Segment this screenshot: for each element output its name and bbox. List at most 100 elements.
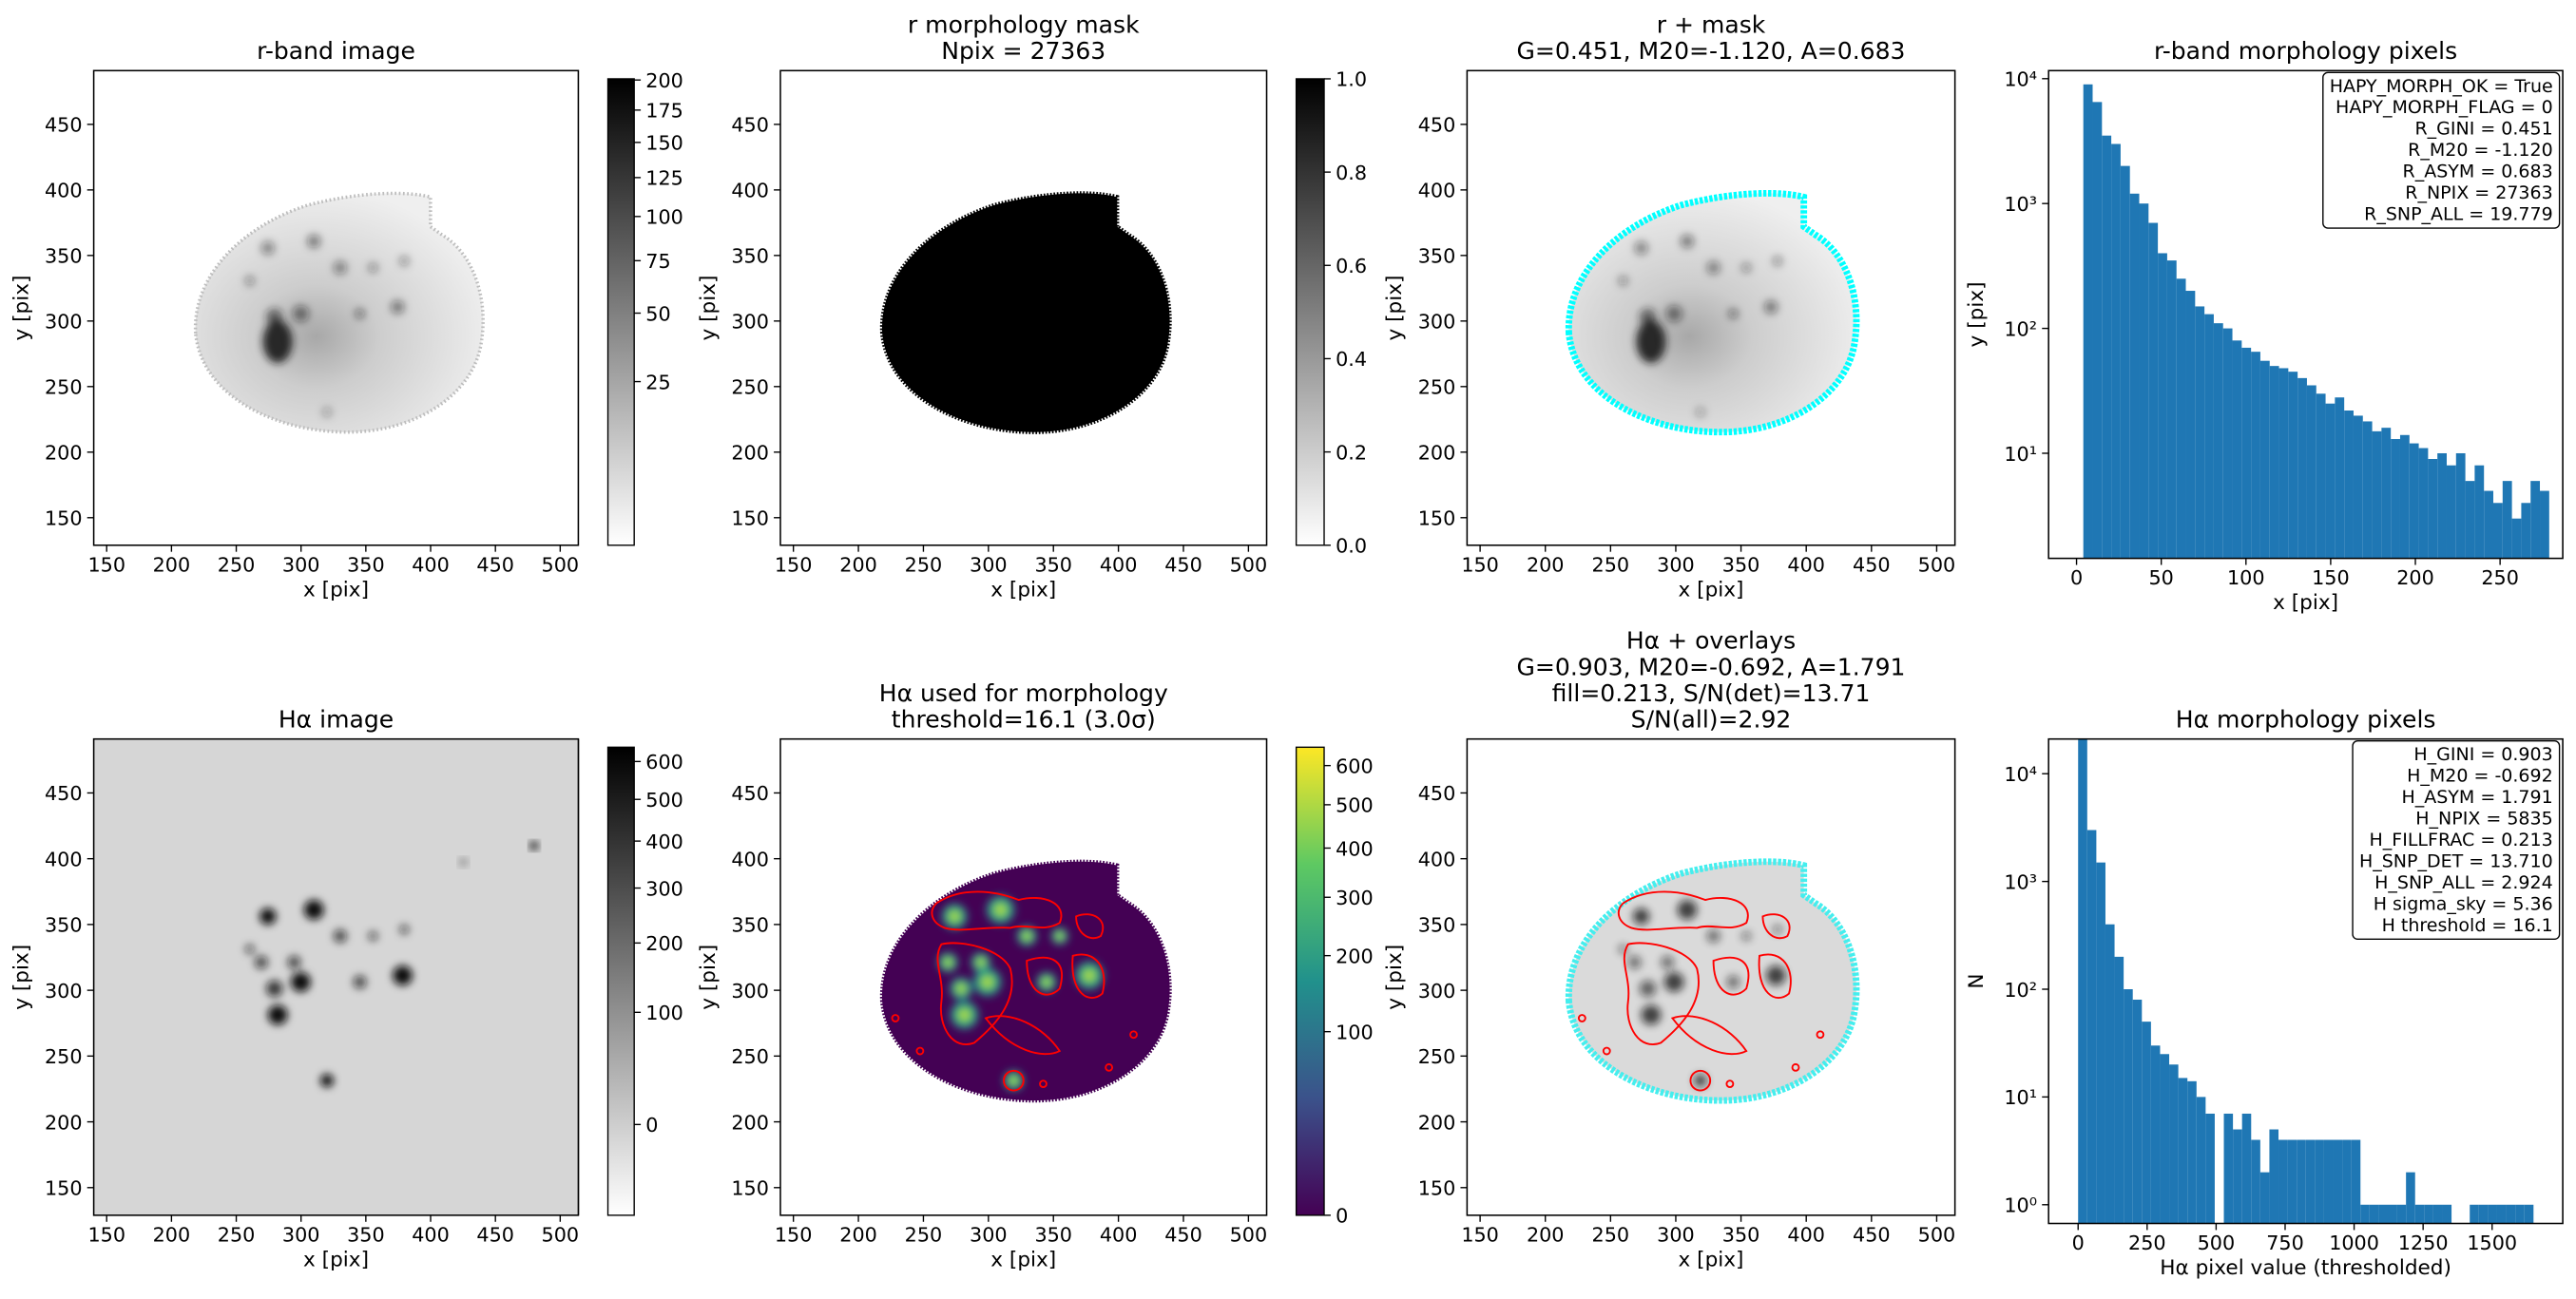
colorbar-tick-label: 0.8 xyxy=(1336,162,1367,184)
y-tick-label: 300 xyxy=(45,311,83,334)
x-tick-label: 500 xyxy=(1918,1224,1956,1247)
y-tick-label: 10¹ xyxy=(2004,1086,2037,1109)
bar xyxy=(2488,1204,2497,1224)
annotation-text: H_NPIX = 5835 xyxy=(2415,809,2552,830)
r-band-image xyxy=(193,191,485,434)
x-tick-label: 150 xyxy=(1461,553,1499,576)
bar xyxy=(2213,323,2223,559)
x-tick-label: 150 xyxy=(2312,566,2350,589)
bar xyxy=(2222,328,2233,559)
colorbar-tick-label: 200 xyxy=(1336,945,1374,967)
bar xyxy=(2111,143,2121,559)
annotation-text: H sigma_sky = 5.36 xyxy=(2374,893,2553,914)
y-tick-label: 150 xyxy=(1418,507,1456,530)
x-axis-label: x [pix] xyxy=(1679,1248,1744,1271)
x-tick-label: 500 xyxy=(542,1224,580,1247)
x-tick-label: 150 xyxy=(1461,1224,1499,1247)
x-tick-label: 500 xyxy=(2198,1232,2236,1254)
bar xyxy=(2344,410,2354,559)
bar xyxy=(2484,490,2494,559)
colorbar-tick-label: 75 xyxy=(645,250,670,273)
x-tick-label: 1000 xyxy=(2329,1232,2379,1254)
bar xyxy=(2396,1204,2407,1224)
colorbar-tick-label: 0.4 xyxy=(1336,348,1367,371)
bar xyxy=(2399,434,2410,559)
x-tick-label: 400 xyxy=(412,1224,450,1247)
bar xyxy=(2158,253,2167,559)
y-tick-label: 10⁰ xyxy=(2004,1194,2037,1217)
bar xyxy=(2150,1045,2161,1224)
x-tick-label: 200 xyxy=(1527,1224,1565,1247)
y-axis-label: y [pix] xyxy=(697,945,721,1010)
x-tick-label: 50 xyxy=(2148,566,2173,589)
y-tick-label: 10⁴ xyxy=(2004,763,2037,786)
bar xyxy=(2196,1097,2206,1224)
bar xyxy=(2530,481,2541,559)
y-tick-label: 250 xyxy=(45,1045,83,1068)
y-tick-label: 10¹ xyxy=(2004,443,2037,466)
bar xyxy=(2205,1113,2215,1224)
chart-title: r + mask xyxy=(1657,11,1766,39)
axes-frame xyxy=(1466,69,1956,546)
axes-frame xyxy=(779,69,1268,546)
annotation-frame xyxy=(2352,740,2561,941)
y-tick-label: 350 xyxy=(1418,914,1456,937)
x-tick-label: 450 xyxy=(1853,1224,1891,1247)
x-tick-label: 450 xyxy=(1853,553,1891,576)
bar xyxy=(2223,1113,2234,1224)
x-tick-label: 300 xyxy=(1657,1224,1695,1247)
annotation-text: H_FILLFRAC = 0.213 xyxy=(2370,830,2553,850)
y-axis-label: y [pix] xyxy=(10,945,33,1010)
y-tick-label: 450 xyxy=(45,114,83,137)
y-tick-label: 150 xyxy=(1418,1177,1456,1200)
bar xyxy=(2325,403,2336,559)
y-tick-label: 450 xyxy=(731,782,769,805)
y-tick-label: 150 xyxy=(45,1177,83,1200)
bar xyxy=(2251,1139,2260,1224)
colorbar-tick-label: 175 xyxy=(645,100,683,123)
y-tick-label: 250 xyxy=(731,1045,769,1068)
x-axis-label: Hα pixel value (thresholded) xyxy=(2160,1256,2451,1280)
chart-title: Hα morphology pixels xyxy=(2176,706,2436,734)
x-tick-label: 250 xyxy=(2128,1232,2166,1254)
colorbar-tick-label: 0 xyxy=(645,1114,658,1137)
bar xyxy=(2259,1172,2270,1224)
colorbar-tick-label: 200 xyxy=(645,69,683,92)
bar xyxy=(2195,306,2205,559)
chart-title: Npix = 27363 xyxy=(941,37,1105,65)
bar xyxy=(2351,1139,2361,1224)
annotation-text: H_GINI = 0.903 xyxy=(2413,744,2552,765)
x-tick-label: 350 xyxy=(1722,1224,1760,1247)
bar xyxy=(2381,428,2392,559)
bar xyxy=(2166,260,2177,559)
colorbar-tick-label: 600 xyxy=(1336,755,1374,777)
colorbar-tick-label: 100 xyxy=(645,206,683,229)
colorbar-tick-label: 25 xyxy=(645,371,670,393)
y-tick-label: 300 xyxy=(45,980,83,1003)
annotation-text: H threshold = 16.1 xyxy=(2382,915,2553,936)
y-tick-label: 350 xyxy=(731,914,769,937)
y-tick-label: 350 xyxy=(731,245,769,268)
y-tick-label: 200 xyxy=(731,442,769,465)
colorbar-tick-label: 300 xyxy=(645,877,683,900)
chart-title: Hα used for morphology xyxy=(879,679,1168,707)
x-tick-label: 350 xyxy=(1034,553,1072,576)
bar xyxy=(2502,481,2512,559)
axes-frame xyxy=(779,737,1268,1216)
x-tick-label: 500 xyxy=(1230,553,1268,576)
x-tick-label: 250 xyxy=(218,553,256,576)
bar xyxy=(2414,1204,2425,1224)
bar xyxy=(2465,481,2475,559)
bar xyxy=(2176,278,2186,559)
x-tick-label: 400 xyxy=(1100,553,1138,576)
x-tick-label: 250 xyxy=(218,1224,256,1247)
x-tick-label: 450 xyxy=(476,553,514,576)
bar xyxy=(2259,360,2270,559)
x-tick-label: 200 xyxy=(839,553,877,576)
axes-frame xyxy=(2047,737,2564,1225)
bar xyxy=(2506,1204,2516,1224)
colorbar-tick-label: 0.0 xyxy=(1336,535,1367,558)
bar xyxy=(2139,203,2149,559)
